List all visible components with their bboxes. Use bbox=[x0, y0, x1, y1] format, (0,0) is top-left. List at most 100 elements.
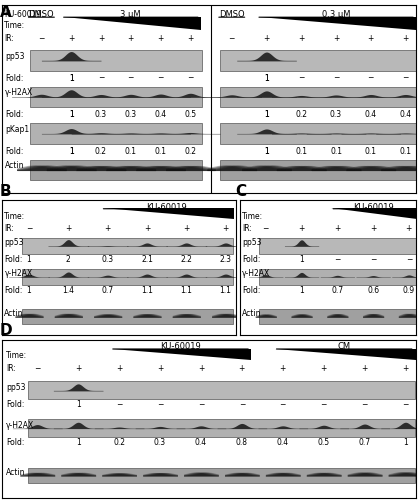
Text: −: − bbox=[157, 400, 163, 409]
Text: 0.2: 0.2 bbox=[295, 110, 307, 119]
Text: IR:: IR: bbox=[242, 224, 252, 233]
Text: −: − bbox=[34, 364, 41, 373]
Text: 1.1: 1.1 bbox=[220, 286, 232, 295]
Bar bbox=[259, 269, 416, 285]
Text: +: + bbox=[403, 364, 409, 373]
Polygon shape bbox=[64, 17, 201, 30]
Text: 0.3: 0.3 bbox=[102, 255, 114, 264]
Text: +: + bbox=[157, 364, 163, 373]
Bar bbox=[22, 310, 233, 324]
Text: −: − bbox=[127, 74, 134, 82]
Text: 0.5: 0.5 bbox=[318, 438, 330, 447]
Text: 1: 1 bbox=[27, 255, 31, 264]
Text: 1: 1 bbox=[27, 286, 31, 295]
Text: −: − bbox=[370, 255, 376, 264]
Text: 0.3: 0.3 bbox=[154, 438, 166, 447]
Text: pp53: pp53 bbox=[5, 238, 24, 248]
Text: 1.1: 1.1 bbox=[181, 286, 192, 295]
Text: −: − bbox=[333, 74, 339, 82]
Text: +: + bbox=[144, 224, 150, 233]
Text: γ-H2AX: γ-H2AX bbox=[242, 270, 270, 278]
Text: +: + bbox=[98, 34, 104, 43]
Text: −: − bbox=[263, 224, 269, 233]
Text: 0.1: 0.1 bbox=[365, 147, 377, 156]
Text: −: − bbox=[334, 255, 341, 264]
Text: KU-60019: KU-60019 bbox=[353, 202, 393, 211]
Text: KU-60019:: KU-60019: bbox=[4, 10, 44, 18]
Text: DMSO: DMSO bbox=[219, 10, 245, 18]
Text: Actin: Actin bbox=[242, 310, 262, 318]
Text: 0.7: 0.7 bbox=[331, 286, 344, 295]
Text: 0.4: 0.4 bbox=[400, 110, 412, 119]
Polygon shape bbox=[331, 208, 417, 219]
Text: pp53: pp53 bbox=[5, 52, 25, 60]
Text: +: + bbox=[263, 34, 270, 43]
Text: pp53: pp53 bbox=[6, 383, 26, 392]
Bar bbox=[30, 50, 202, 70]
Text: +: + bbox=[334, 224, 341, 233]
Text: 0.4: 0.4 bbox=[277, 438, 289, 447]
Text: −: − bbox=[406, 255, 412, 264]
Text: 1: 1 bbox=[69, 147, 74, 156]
Polygon shape bbox=[102, 208, 234, 219]
Text: γ-H2AX: γ-H2AX bbox=[5, 270, 33, 278]
Bar bbox=[28, 382, 415, 400]
Text: 0.2: 0.2 bbox=[95, 147, 107, 156]
Text: KU-60019: KU-60019 bbox=[146, 202, 187, 211]
Text: Fold:: Fold: bbox=[242, 286, 260, 295]
Bar bbox=[220, 50, 417, 70]
Text: γ-H2AX: γ-H2AX bbox=[5, 88, 34, 97]
Bar bbox=[30, 123, 202, 144]
Text: Fold:: Fold: bbox=[6, 438, 25, 447]
Bar bbox=[30, 86, 202, 107]
Bar bbox=[259, 310, 416, 324]
Text: +: + bbox=[333, 34, 339, 43]
Text: DMSO: DMSO bbox=[28, 10, 54, 18]
Text: 0.3: 0.3 bbox=[95, 110, 107, 119]
Text: γ-H2AX: γ-H2AX bbox=[6, 420, 34, 430]
Text: 1: 1 bbox=[403, 438, 408, 447]
Text: Fold:: Fold: bbox=[5, 286, 23, 295]
Text: +: + bbox=[370, 224, 376, 233]
Text: −: − bbox=[158, 74, 164, 82]
Text: 1: 1 bbox=[69, 74, 74, 82]
Bar bbox=[28, 468, 415, 483]
Text: Fold:: Fold: bbox=[242, 255, 260, 264]
Text: KU-60019: KU-60019 bbox=[160, 342, 201, 351]
Text: 1: 1 bbox=[264, 110, 269, 119]
Text: −: − bbox=[298, 74, 304, 82]
Text: 1: 1 bbox=[299, 255, 304, 264]
Text: 0.5: 0.5 bbox=[184, 110, 196, 119]
Text: +: + bbox=[403, 34, 409, 43]
Text: +: + bbox=[239, 364, 245, 373]
Text: +: + bbox=[321, 364, 327, 373]
Text: +: + bbox=[406, 224, 412, 233]
Text: pp53: pp53 bbox=[242, 238, 262, 248]
Text: +: + bbox=[183, 224, 189, 233]
Text: 1: 1 bbox=[69, 147, 74, 156]
Text: 0.3: 0.3 bbox=[125, 110, 137, 119]
Polygon shape bbox=[112, 348, 251, 360]
Text: IR:: IR: bbox=[6, 364, 16, 373]
Text: C: C bbox=[235, 184, 246, 198]
Text: −: − bbox=[98, 74, 104, 82]
Text: 0.1: 0.1 bbox=[155, 147, 167, 156]
Text: Fold:: Fold: bbox=[5, 110, 24, 119]
Text: 1: 1 bbox=[264, 110, 269, 119]
Text: +: + bbox=[68, 34, 74, 43]
Text: CM: CM bbox=[338, 342, 351, 351]
Text: B: B bbox=[0, 184, 11, 198]
Text: 0.9: 0.9 bbox=[403, 286, 415, 295]
Bar bbox=[220, 160, 417, 180]
Text: 0.4: 0.4 bbox=[365, 110, 377, 119]
Text: 1: 1 bbox=[69, 110, 74, 119]
Text: +: + bbox=[362, 364, 368, 373]
Bar bbox=[259, 238, 416, 254]
Text: IR:: IR: bbox=[5, 224, 14, 233]
Text: 2: 2 bbox=[66, 255, 71, 264]
Text: 0.1: 0.1 bbox=[330, 147, 342, 156]
Text: Fold:: Fold: bbox=[6, 400, 25, 409]
Text: 1: 1 bbox=[76, 400, 81, 409]
Text: +: + bbox=[298, 224, 305, 233]
Text: −: − bbox=[239, 400, 245, 409]
